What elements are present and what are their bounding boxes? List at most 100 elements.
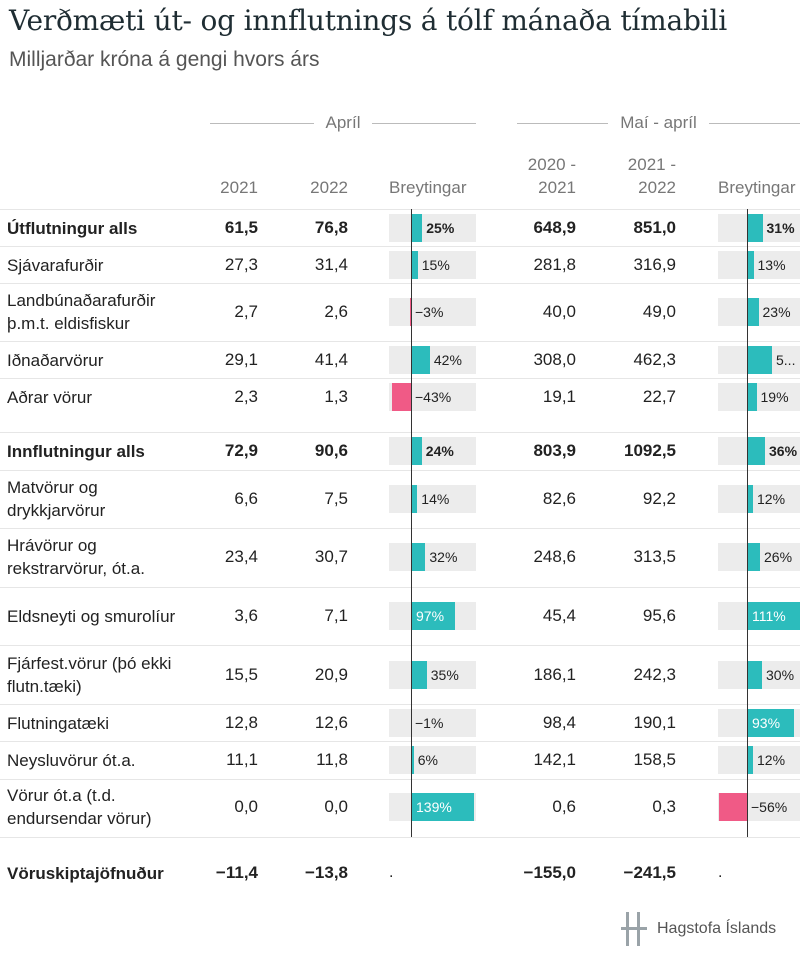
cell-value: 803,9: [533, 441, 576, 460]
change-bar: [719, 793, 747, 821]
hagstofa-logo-text: Hagstofa Íslands: [657, 920, 777, 937]
cell-value: 851,0: [633, 218, 676, 237]
change-bar-cell: 25%: [389, 214, 476, 242]
cell-value: 142,1: [533, 750, 576, 769]
row-divider: [0, 341, 800, 342]
cell-value: 190,1: [633, 713, 676, 732]
column-header-2021-label: 2021: [220, 178, 258, 197]
cell-value: 82,6: [542, 489, 576, 508]
row-label: Matvörur og drykkjarvörur: [7, 478, 106, 520]
cell-value: 2,6: [324, 302, 348, 321]
row-label: Eldsneyti og smurolíur: [7, 606, 176, 626]
row-divider: [0, 645, 800, 646]
group-header-rule: [372, 122, 476, 124]
group-header-period: Maí - apríl: [517, 112, 800, 134]
cell-value: 29,1: [224, 350, 258, 369]
cell-value: 20,9: [314, 665, 348, 684]
cell-value: 6,6: [234, 489, 258, 508]
column-header-period-1: 2020 - 2021: [496, 153, 576, 199]
change-bar: [747, 602, 800, 630]
group-header-rule: [210, 122, 314, 124]
change-bar-cell: −1%: [389, 709, 476, 737]
cell-value: 186,1: [533, 665, 576, 684]
cell-value: 3,6: [234, 606, 258, 625]
change-bar: [409, 298, 411, 326]
row-label: Innflutningur alls: [7, 441, 145, 461]
cell-value: 31,4: [314, 255, 348, 274]
change-bar-cell: 12%: [718, 485, 800, 513]
row-label: Aðrar vörur: [7, 387, 93, 407]
column-header-2022: 2022: [286, 176, 348, 199]
chart-subtitle: Milljarðar króna á gengi hvors árs: [9, 48, 320, 71]
cell-value: −11,4: [215, 863, 258, 882]
cell-value: 281,8: [533, 255, 576, 274]
change-label: 31%: [766, 220, 795, 236]
change-bar-cell: 14%: [389, 485, 476, 513]
row-divider: [0, 528, 800, 529]
change-label: 12%: [757, 752, 786, 768]
change-label: 35%: [430, 667, 459, 683]
change-bar: [747, 661, 762, 689]
cell-value: 0,0: [324, 797, 348, 816]
row-divider: [0, 779, 800, 780]
change-label: 12%: [757, 491, 786, 507]
change-bar: [411, 661, 427, 689]
cell-value: 242,3: [633, 665, 676, 684]
change-bar: [747, 709, 794, 737]
cell-value: 98,4: [542, 713, 576, 732]
change-label: 111%: [752, 608, 786, 624]
change-bar-cell: −3%: [389, 298, 476, 326]
change-bar-cell: 42%: [389, 346, 476, 374]
change-empty-marker: .: [389, 864, 394, 881]
change-bar-cell: 6%: [389, 746, 476, 774]
change-bar-cell: −43%: [389, 383, 476, 411]
hagstofa-logo-icon: [621, 912, 647, 946]
change-label: −56%: [751, 799, 788, 815]
column-header-change-label: Breytingar: [389, 178, 467, 197]
change-bar: [747, 543, 760, 571]
row-divider: [0, 741, 800, 742]
change-label: 139%: [416, 799, 452, 815]
change-zero-axis: [411, 209, 412, 837]
cell-value: 40,0: [542, 302, 576, 321]
row-divider: [0, 587, 800, 588]
change-bar: [411, 746, 414, 774]
change-bar: [747, 298, 759, 326]
cell-value: 158,5: [633, 750, 676, 769]
row-label: Fjárfest.vörur (þó ekki flutn.tæki): [7, 654, 172, 696]
cell-value: 0,3: [652, 797, 676, 816]
group-header-label: Apríl: [325, 113, 361, 132]
change-bar: [411, 602, 455, 630]
change-bar-cell: 23%: [718, 298, 800, 326]
change-label: 6%: [417, 752, 438, 768]
change-bar: [411, 251, 418, 279]
column-header-change-april: Breytingar: [389, 176, 479, 199]
change-bar-cell: 5...: [718, 346, 800, 374]
cell-value: 313,5: [633, 547, 676, 566]
change-bar: [411, 346, 430, 374]
change-label: 26%: [764, 549, 793, 565]
row-divider: [0, 470, 800, 471]
change-bar: [747, 437, 765, 465]
row-divider: [0, 704, 800, 705]
change-bar-cell: −56%: [718, 793, 800, 821]
cell-value: −241,5: [623, 863, 676, 882]
column-header-period-2: 2021 - 2022: [596, 153, 676, 199]
row-label: Útflutningur alls: [7, 218, 138, 238]
change-label: −1%: [415, 715, 444, 731]
cell-value: 45,4: [542, 606, 576, 625]
cell-value: 23,4: [224, 547, 258, 566]
cell-value: 12,6: [314, 713, 348, 732]
change-label: 24%: [425, 443, 454, 459]
column-header-line: 2020 -: [527, 155, 576, 174]
cell-value: 308,0: [533, 350, 576, 369]
column-header-line: 2021: [538, 178, 576, 197]
cell-value: 0,6: [552, 797, 576, 816]
cell-value: 92,2: [642, 489, 676, 508]
column-header-2021: 2021: [196, 176, 258, 199]
change-bar-cell: 31%: [718, 214, 800, 242]
row-label: Vörur ót.a (t.d. endursendar vörur): [7, 786, 152, 828]
group-header-rule: [708, 122, 800, 124]
change-label: −43%: [415, 389, 452, 405]
cell-value: 76,8: [314, 218, 348, 237]
